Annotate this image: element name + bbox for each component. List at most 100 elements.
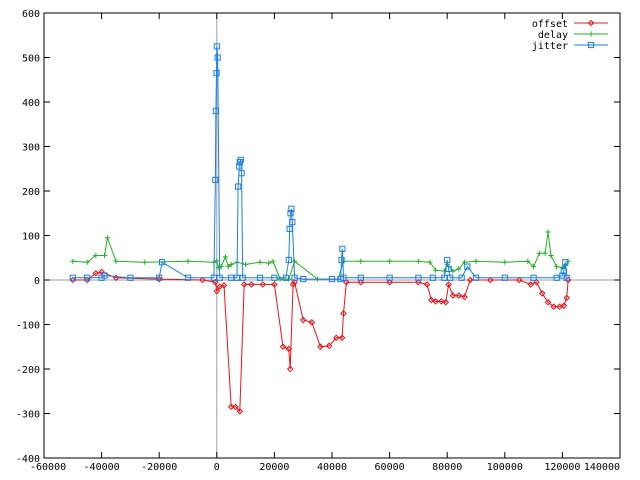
x-tick-label: 120000 (544, 462, 580, 473)
data-point-offset (340, 310, 347, 317)
y-tick-label: -400 (16, 454, 40, 465)
data-point-delay (502, 259, 508, 265)
data-point-delay (270, 258, 276, 264)
y-tick-label: 500 (22, 54, 40, 65)
data-point-delay (70, 258, 76, 264)
y-tick-label: 200 (22, 187, 40, 198)
data-point-jitter (338, 256, 345, 264)
data-point-delay (536, 250, 542, 256)
data-point-offset (449, 292, 457, 299)
y-tick-label: -300 (16, 410, 40, 421)
data-point-delay (113, 258, 119, 264)
data-point-offset (240, 281, 248, 288)
data-point-delay (427, 259, 433, 265)
data-point-offset (455, 292, 463, 299)
data-point-delay (243, 261, 249, 268)
data-point-delay (142, 259, 148, 265)
data-point-jitter (236, 163, 243, 170)
data-point-offset (343, 278, 350, 286)
data-point-jitter (271, 274, 278, 281)
data-point-jitter (235, 183, 242, 190)
data-point-jitter (213, 43, 220, 50)
data-point-offset (564, 276, 572, 284)
data-point-jitter (213, 69, 220, 77)
legend-label-jitter: jitter (532, 41, 568, 52)
data-point-jitter (444, 256, 451, 264)
x-tick-label: 20000 (259, 462, 289, 473)
data-point-jitter (256, 274, 264, 281)
data-point-delay (433, 267, 439, 273)
data-point-jitter (289, 219, 296, 226)
data-point-jitter (340, 274, 347, 281)
data-point-delay (456, 266, 462, 272)
data-point-jitter (291, 274, 298, 281)
x-tick-label: 0 (214, 462, 220, 473)
y-tick-label: 600 (22, 9, 40, 20)
data-point-jitter (560, 268, 567, 275)
data-point-offset (83, 276, 91, 284)
data-point-jitter (328, 276, 336, 283)
data-point-offset (338, 334, 346, 342)
data-point-offset (291, 278, 298, 286)
data-point-delay (185, 258, 191, 264)
data-point-jitter (441, 274, 448, 281)
data-point-jitter (184, 274, 192, 281)
data-point-offset (445, 281, 452, 288)
data-point-jitter (237, 156, 244, 163)
y-tick-label: 400 (22, 98, 40, 109)
legend-label-offset: offset (532, 19, 568, 30)
data-point-jitter (562, 259, 569, 266)
x-tick-label: 140000 (584, 462, 620, 473)
data-point-delay (225, 264, 231, 270)
data-point-offset (533, 278, 540, 286)
data-point-offset (227, 403, 235, 411)
data-point-jitter (445, 265, 452, 272)
data-point-offset (415, 278, 422, 286)
data-point-delay (542, 250, 548, 256)
data-point-delay (214, 258, 220, 264)
data-point-offset (271, 281, 278, 288)
data-point-jitter (214, 54, 221, 61)
y-tick-label: 100 (22, 232, 40, 243)
data-point-jitter (282, 274, 290, 281)
data-point-jitter (501, 274, 508, 281)
data-point-jitter (210, 274, 218, 281)
data-point-offset (308, 318, 316, 326)
series-layer (69, 43, 572, 415)
series-line-offset (72, 271, 569, 413)
data-point-offset (550, 303, 558, 311)
data-point-offset (317, 343, 324, 351)
x-tick-label: 100000 (487, 462, 523, 473)
data-point-jitter (101, 272, 108, 279)
data-point-jitter (285, 256, 292, 264)
data-point-delay (222, 254, 229, 260)
data-point-offset (466, 276, 474, 284)
data-point-jitter (357, 274, 364, 281)
data-point-jitter (288, 205, 295, 212)
plot-background (44, 13, 620, 458)
data-point-offset (289, 281, 297, 288)
data-point-jitter (239, 274, 246, 281)
data-point-jitter (216, 274, 223, 281)
data-point-delay (257, 259, 263, 265)
data-point-delay (291, 258, 298, 264)
data-point-offset (428, 296, 435, 304)
x-tick-label: 60000 (375, 462, 405, 473)
x-tick-label: 80000 (432, 462, 462, 473)
data-point-delay (548, 252, 554, 259)
data-point-jitter (415, 274, 422, 281)
data-point-offset (92, 270, 100, 277)
data-point-offset (325, 342, 333, 350)
data-point-offset (286, 365, 294, 373)
data-point-jitter (530, 274, 537, 281)
data-point-offset (461, 293, 468, 301)
y-tick-label: -200 (16, 365, 40, 376)
data-point-jitter (464, 263, 471, 270)
data-point-jitter (84, 274, 91, 281)
data-point-jitter (429, 274, 436, 281)
data-point-jitter (472, 274, 480, 281)
data-point-jitter (212, 107, 220, 115)
x-tick-label: -40000 (84, 462, 120, 473)
data-point-delay (104, 235, 110, 241)
